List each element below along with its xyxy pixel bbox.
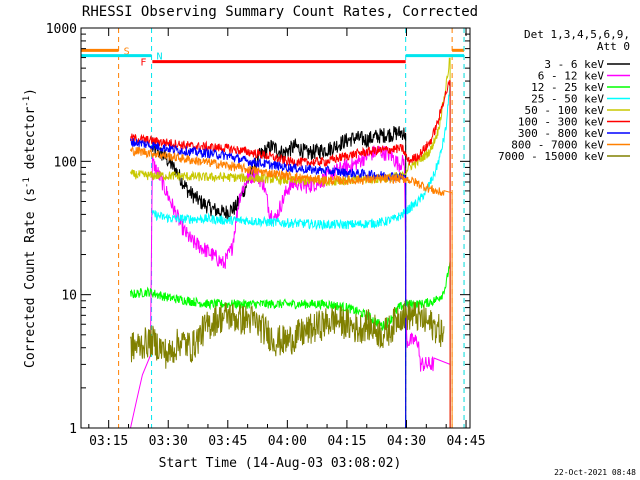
legend-header-line-1: Det 1,3,4,5,6,9,: [524, 28, 630, 41]
series-line-0: [151, 125, 407, 428]
y-axis-label-mid: detector: [23, 107, 38, 178]
y-axis-label-sup2: -1: [22, 96, 32, 107]
x-tick-label-1: 03:30: [149, 434, 188, 449]
legend-label-4: 50 - 100 keV: [525, 104, 605, 117]
series-line-2: [130, 260, 451, 428]
y-axis-label: Corrected Count Rate (s-1 detector-1): [22, 88, 38, 368]
x-axis-label: Start Time (14-Aug-03 03:08:02): [159, 456, 402, 471]
series-line-4: [130, 57, 451, 428]
legend-label-6: 300 - 800 keV: [518, 127, 604, 140]
series-line-5: [130, 79, 451, 428]
x-tick-label-3: 04:00: [268, 434, 307, 449]
x-tick-label-6: 04:45: [446, 434, 485, 449]
legend-label-7: 800 - 7000 keV: [511, 139, 604, 152]
series-line-7: [130, 146, 453, 428]
legend-header-line-2: Att 0: [597, 40, 630, 53]
x-tick-label-0: 03:15: [89, 434, 128, 449]
x-tick-label-2: 03:45: [208, 434, 247, 449]
legend-label-0: 3 - 6 keV: [544, 58, 604, 71]
legend-header: Det 1,3,4,5,6,9, Att 0: [524, 28, 630, 53]
y-tick-label-3: 1000: [46, 22, 77, 37]
data-series: [130, 57, 453, 429]
x-tick-label-4: 04:15: [327, 434, 366, 449]
series-line-3: [151, 81, 451, 428]
y-tick-label-1: 10: [61, 289, 77, 304]
y-axis-label-sup1: -1: [22, 177, 32, 188]
legend-label-8: 7000 - 15000 keV: [498, 150, 604, 163]
x-tick-label-5: 04:30: [387, 434, 426, 449]
footer-date: 22-Oct-2021 08:48: [554, 468, 636, 477]
y-tick-label-2: 100: [54, 155, 77, 170]
legend-label-5: 100 - 300 keV: [518, 116, 604, 129]
plot-axes: 03:15 03:30 03:45 04:00 04:15 04:30 04:45 1 10 10…: [46, 22, 486, 449]
series-line-8: [130, 300, 445, 369]
y-axis-label-end: ): [23, 88, 38, 96]
observing-flags: S NF: [81, 28, 465, 428]
legend-label-2: 12 - 25 keV: [531, 81, 604, 94]
y-tick-label-0: 1: [69, 422, 77, 437]
y-axis-label-main: Corrected Count Rate (s: [23, 188, 38, 368]
series-line-1: [130, 145, 451, 429]
flag-s-label: S: [124, 46, 130, 57]
flag-f-label: F: [140, 58, 146, 69]
plot-frame: [80, 27, 471, 429]
legend-label-3: 25 - 50 keV: [531, 93, 604, 106]
legend-label-1: 6 - 12 keV: [538, 70, 605, 83]
chart-title: RHESSI Observing Summary Count Rates, Co…: [82, 4, 478, 20]
flag-n-label: N: [157, 52, 163, 63]
